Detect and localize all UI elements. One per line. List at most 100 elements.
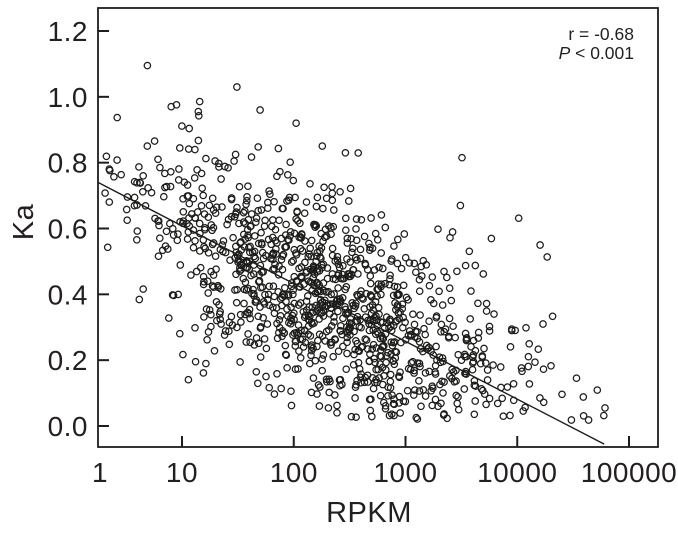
data-point — [524, 352, 533, 361]
data-point — [438, 301, 447, 309]
data-point — [471, 382, 480, 390]
data-point — [310, 281, 318, 290]
data-point — [445, 284, 454, 293]
data-point — [289, 176, 298, 185]
data-point — [247, 210, 256, 218]
data-point — [261, 290, 269, 299]
data-point — [399, 281, 408, 290]
data-point — [265, 187, 273, 195]
data-point — [325, 388, 334, 397]
data-point — [357, 215, 366, 224]
data-point — [367, 293, 376, 301]
data-point — [287, 314, 295, 323]
data-point — [347, 234, 356, 243]
data-point — [365, 326, 374, 335]
data-point — [216, 315, 225, 324]
x-tick-label: 10 — [166, 457, 198, 488]
data-point — [352, 336, 360, 345]
data-point — [567, 416, 576, 424]
data-point — [235, 267, 244, 276]
data-point — [245, 248, 254, 257]
data-point — [354, 149, 363, 157]
data-point — [190, 174, 199, 182]
data-point — [286, 158, 295, 167]
data-point — [246, 314, 255, 323]
data-point — [386, 271, 394, 280]
data-point — [262, 372, 270, 381]
data-point — [432, 342, 440, 351]
data-point — [487, 234, 496, 243]
data-point — [194, 136, 203, 145]
x-tick-label: 10000 — [477, 457, 557, 488]
data-point — [524, 362, 533, 371]
data-point — [169, 231, 178, 239]
data-point — [164, 314, 173, 322]
data-point — [205, 306, 214, 314]
data-point — [461, 369, 469, 378]
data-point — [327, 230, 335, 239]
data-point — [250, 247, 259, 256]
data-point — [331, 301, 340, 309]
data-point — [347, 412, 356, 421]
data-point — [344, 197, 353, 205]
data-point — [525, 339, 534, 348]
data-point — [387, 338, 396, 347]
data-point — [287, 282, 296, 291]
data-point — [285, 193, 294, 202]
data-point — [366, 279, 375, 288]
data-point — [113, 156, 121, 164]
data-point — [204, 248, 213, 257]
data-point — [278, 252, 287, 260]
data-point — [167, 102, 176, 111]
data-point — [133, 201, 141, 209]
data-point — [208, 226, 216, 235]
data-point — [235, 182, 244, 191]
data-point — [269, 282, 278, 291]
data-point — [209, 283, 218, 292]
data-point — [314, 303, 323, 312]
data-point — [462, 333, 471, 342]
data-point — [352, 380, 360, 389]
data-point — [372, 344, 381, 352]
data-point — [454, 350, 463, 359]
data-point — [105, 166, 114, 175]
data-point — [534, 345, 543, 354]
x-tick-label: 100000 — [581, 457, 677, 488]
data-point — [194, 111, 203, 120]
data-point — [130, 193, 139, 202]
data-point — [291, 342, 300, 350]
data-point — [362, 289, 371, 298]
data-point — [150, 137, 159, 145]
data-point — [265, 282, 274, 291]
data-point — [539, 398, 548, 407]
data-point — [471, 397, 480, 405]
data-point — [254, 143, 263, 151]
data-point — [467, 287, 475, 295]
data-point — [444, 333, 453, 342]
data-point — [174, 230, 182, 238]
data-point — [178, 122, 186, 130]
data-point — [264, 290, 273, 299]
data-point — [312, 222, 321, 230]
data-point — [445, 314, 454, 323]
data-point — [141, 201, 150, 210]
data-point — [490, 310, 498, 318]
data-point — [211, 209, 220, 218]
data-point — [417, 402, 425, 411]
data-point — [313, 287, 322, 296]
data-point — [348, 298, 357, 307]
data-point — [218, 241, 227, 249]
data-point — [356, 254, 365, 263]
data-point — [281, 350, 290, 359]
data-point — [227, 195, 236, 204]
data-point — [244, 233, 253, 242]
data-point — [203, 277, 212, 286]
data-point — [331, 275, 340, 284]
data-point — [415, 376, 423, 385]
data-point — [323, 274, 332, 283]
data-point — [443, 414, 451, 423]
data-point — [135, 163, 143, 171]
data-point — [390, 400, 399, 409]
data-point — [200, 242, 208, 251]
